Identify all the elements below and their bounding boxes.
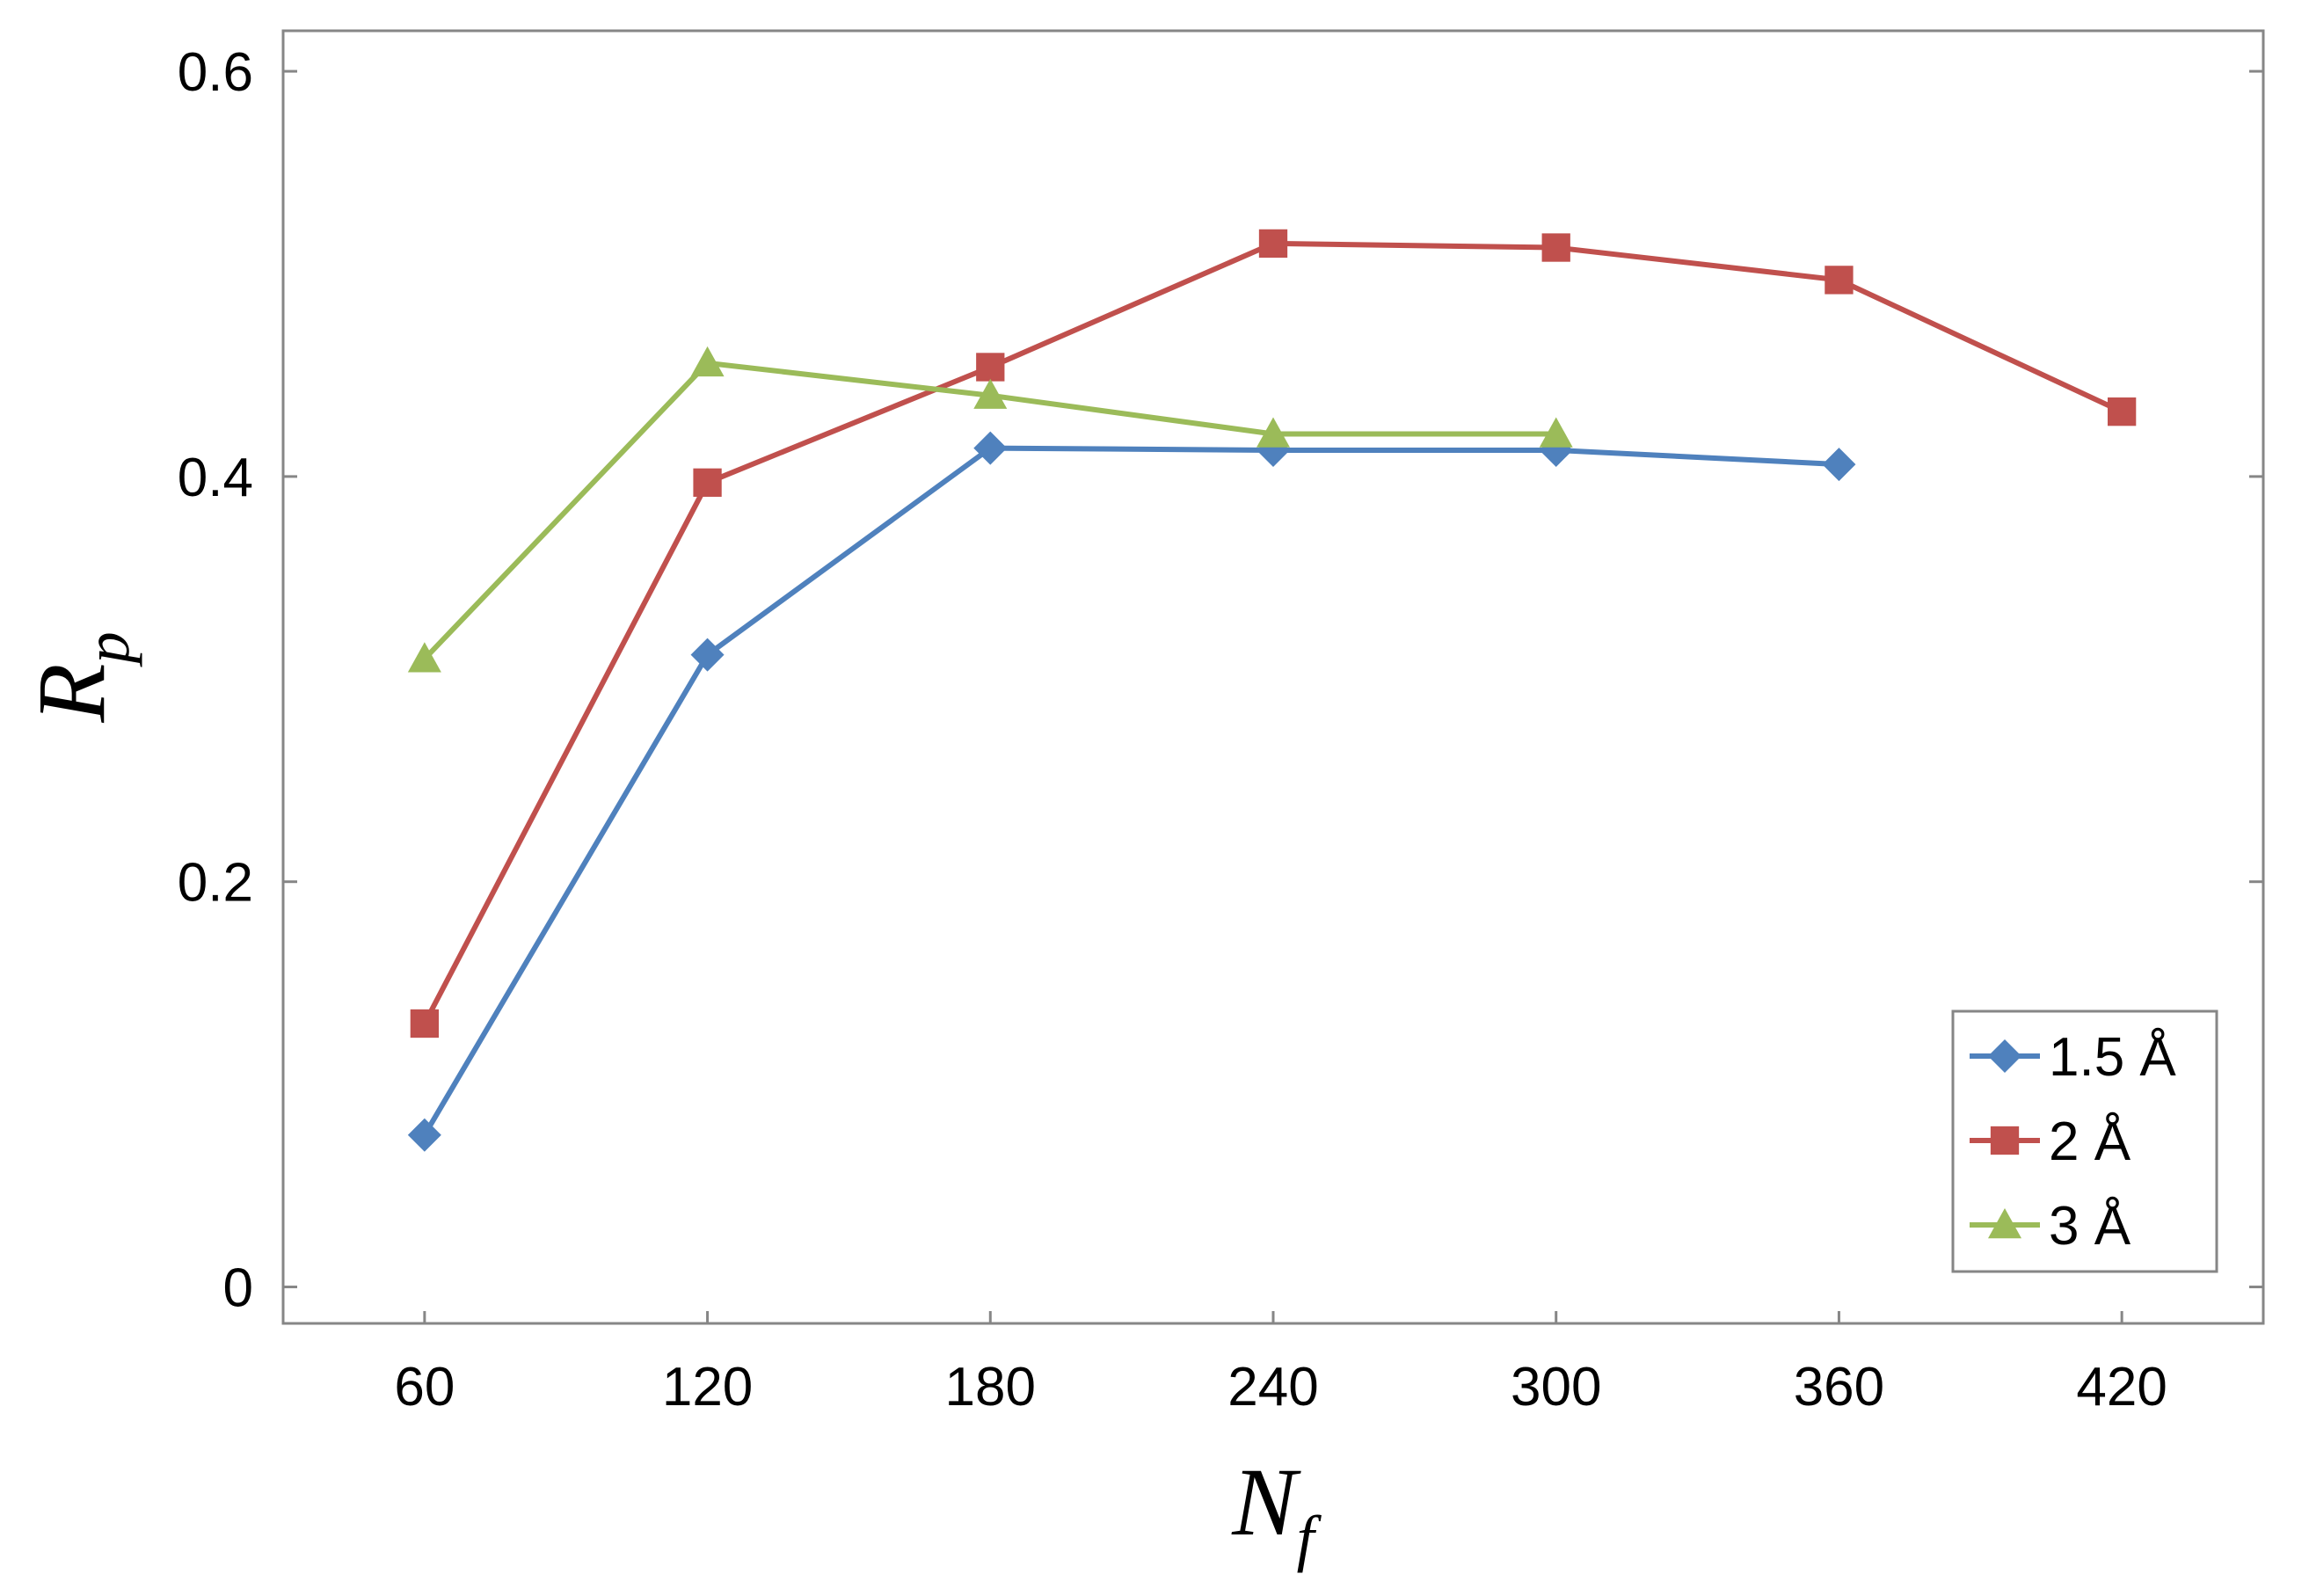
x-tick-label: 180 [945, 1357, 1036, 1417]
legend-item: 2 Å [1970, 1111, 2131, 1172]
data-point [410, 1009, 440, 1038]
legend-label: 1.5 Å [2049, 1027, 2176, 1088]
series-3 [407, 346, 1573, 673]
legend-item: 3 Å [1970, 1196, 2131, 1257]
data-point [976, 353, 1005, 382]
data-point [1256, 417, 1290, 448]
data-point [407, 642, 441, 673]
legend-marker [1988, 1208, 2021, 1239]
legend-marker [1990, 1126, 2020, 1155]
legend-items: 1.5 Å 2 Å 3 Å [1970, 1027, 2176, 1257]
legend-marker [1988, 1039, 2021, 1073]
y-tick-label: 0.2 [178, 853, 253, 914]
y-axis-ticks: 0 0.2 0.4 0.6 [178, 42, 2263, 1319]
data-point [1539, 417, 1573, 448]
y-axis-title: Rp [18, 631, 142, 723]
x-tick-label: 420 [2076, 1357, 2167, 1417]
x-tick-label: 120 [662, 1357, 753, 1417]
series-line [422, 445, 1839, 1137]
data-point [973, 378, 1008, 409]
data-point [690, 638, 725, 672]
x-tick-label: 360 [1794, 1357, 1884, 1417]
x-axis-title: Nf [1231, 1448, 1322, 1573]
data-point [1258, 229, 1288, 259]
y-axis-title-subscript: p [72, 631, 142, 667]
x-tick-label: 240 [1227, 1357, 1318, 1417]
data-point [1541, 233, 1570, 262]
data-point [407, 1118, 441, 1152]
y-tick-label: 0.4 [178, 448, 253, 508]
legend-item: 1.5 Å [1970, 1027, 2176, 1088]
legend-label: 3 Å [2049, 1196, 2131, 1257]
data-point [693, 468, 722, 497]
x-tick-label: 60 [394, 1357, 455, 1417]
y-tick-label: 0 [223, 1258, 253, 1319]
y-axis-title-main: R [18, 663, 125, 723]
legend-label: 2 Å [2049, 1111, 2131, 1172]
x-tick-label: 300 [1511, 1357, 1601, 1417]
data-point [973, 431, 1008, 465]
data-point [1825, 266, 1854, 295]
data-point [1822, 448, 1856, 482]
data-point [690, 346, 725, 377]
data-point [2107, 397, 2137, 426]
legend: 1.5 Å 2 Å 3 Å [1951, 1009, 2218, 1273]
series-2 [410, 229, 2137, 1038]
x-axis-ticks: 60 120 180 240 300 360 420 [394, 1311, 2167, 1417]
x-axis-title-main: N [1231, 1448, 1301, 1556]
y-tick-label: 0.6 [178, 42, 253, 103]
series-layer [407, 229, 2137, 1152]
